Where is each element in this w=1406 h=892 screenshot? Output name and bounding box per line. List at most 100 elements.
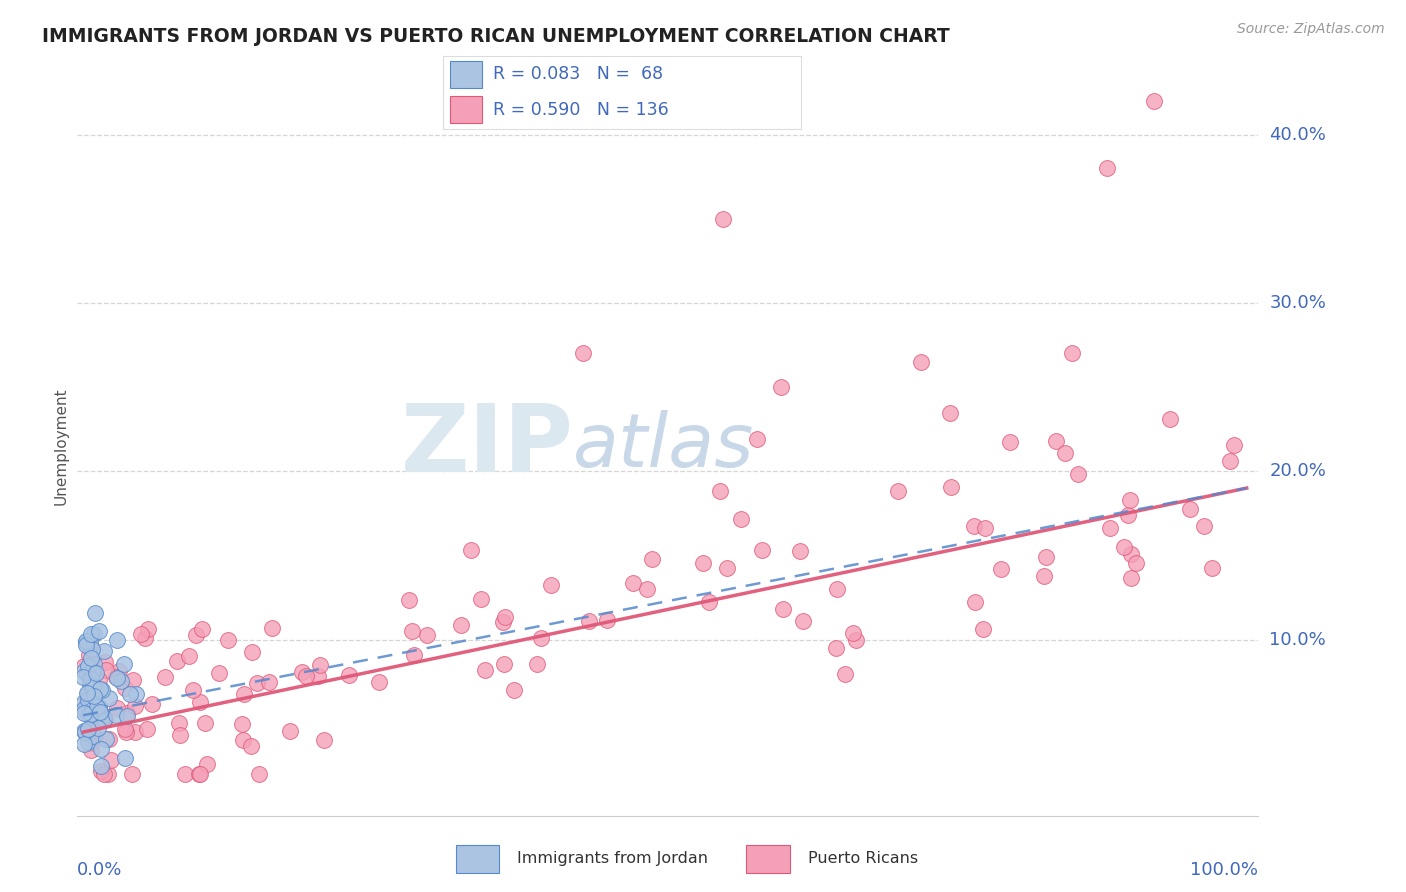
Puerto Ricans [963, 594, 986, 608]
Puerto Ricans [240, 739, 263, 753]
Puerto Ricans [167, 715, 190, 730]
Puerto Ricans [416, 628, 439, 642]
Bar [450, 95, 482, 123]
Puerto Ricans [104, 670, 127, 684]
Immigrants from Jordan [91, 682, 114, 697]
Immigrants from Jordan [75, 634, 97, 648]
Puerto Ricans [75, 705, 97, 719]
Puerto Ricans [747, 432, 769, 446]
Immigrants from Jordan [94, 731, 117, 746]
Puerto Ricans [1035, 549, 1057, 564]
Text: R = 0.590   N = 136: R = 0.590 N = 136 [494, 101, 669, 119]
Puerto Ricans [257, 674, 280, 689]
Puerto Ricans [134, 631, 156, 645]
Immigrants from Jordan [90, 759, 112, 773]
Immigrants from Jordan [79, 690, 101, 705]
Puerto Ricans [177, 648, 200, 663]
Puerto Ricans [295, 669, 318, 683]
Puerto Ricans [963, 519, 986, 533]
Puerto Ricans [129, 626, 152, 640]
Immigrants from Jordan [83, 657, 105, 671]
Immigrants from Jordan [84, 697, 107, 711]
Immigrants from Jordan [84, 665, 107, 680]
Bar [456, 845, 499, 872]
Puerto Ricans [141, 698, 163, 712]
Puerto Ricans [492, 615, 515, 629]
Puerto Ricans [195, 756, 218, 771]
Puerto Ricans [1095, 161, 1118, 176]
Puerto Ricans [124, 698, 146, 713]
Immigrants from Jordan [82, 665, 104, 679]
Puerto Ricans [262, 620, 284, 634]
Puerto Ricans [124, 724, 146, 739]
Puerto Ricans [402, 648, 425, 663]
Immigrants from Jordan [79, 673, 101, 687]
Immigrants from Jordan [75, 638, 97, 652]
Immigrants from Jordan [79, 670, 101, 684]
Immigrants from Jordan [125, 687, 148, 701]
Puerto Ricans [107, 664, 129, 678]
Puerto Ricans [100, 753, 122, 767]
Immigrants from Jordan [80, 703, 103, 717]
Puerto Ricans [247, 767, 270, 781]
Puerto Ricans [1219, 454, 1241, 468]
Puerto Ricans [240, 645, 263, 659]
Puerto Ricans [77, 648, 100, 662]
Puerto Ricans [291, 665, 314, 679]
Immigrants from Jordan [89, 682, 111, 697]
Puerto Ricans [208, 666, 231, 681]
Puerto Ricans [114, 722, 136, 736]
Puerto Ricans [93, 655, 115, 669]
Text: 10.0%: 10.0% [1270, 631, 1326, 648]
Text: R = 0.083   N =  68: R = 0.083 N = 68 [494, 65, 664, 84]
Immigrants from Jordan [77, 722, 100, 736]
Immigrants from Jordan [105, 671, 128, 685]
Immigrants from Jordan [72, 670, 94, 684]
Immigrants from Jordan [82, 697, 104, 711]
Puerto Ricans [184, 628, 207, 642]
Immigrants from Jordan [83, 689, 105, 703]
Puerto Ricans [941, 480, 963, 494]
Puerto Ricans [825, 582, 848, 597]
Puerto Ricans [121, 767, 143, 781]
Immigrants from Jordan [76, 735, 98, 749]
Immigrants from Jordan [87, 700, 110, 714]
Puerto Ricans [621, 576, 644, 591]
Puerto Ricans [188, 695, 211, 709]
Puerto Ricans [83, 717, 105, 731]
Puerto Ricans [1143, 94, 1166, 108]
Puerto Ricans [73, 725, 96, 739]
Immigrants from Jordan [73, 706, 96, 720]
Puerto Ricans [188, 767, 211, 781]
Immigrants from Jordan [89, 705, 111, 719]
Puerto Ricans [972, 622, 994, 636]
Puerto Ricans [711, 211, 734, 226]
Text: Source: ZipAtlas.com: Source: ZipAtlas.com [1237, 22, 1385, 37]
Puerto Ricans [79, 743, 101, 757]
Puerto Ricans [1066, 467, 1088, 481]
Puerto Ricans [87, 700, 110, 714]
Puerto Ricans [834, 666, 856, 681]
Text: 40.0%: 40.0% [1270, 126, 1326, 144]
Puerto Ricans [1045, 434, 1067, 448]
Immigrants from Jordan [76, 635, 98, 649]
Puerto Ricans [82, 642, 104, 657]
Puerto Ricans [308, 658, 330, 673]
Puerto Ricans [280, 724, 302, 739]
Immigrants from Jordan [82, 679, 104, 693]
Puerto Ricans [1112, 540, 1135, 554]
Puerto Ricans [998, 434, 1021, 449]
Puerto Ricans [115, 725, 138, 739]
Immigrants from Jordan [80, 675, 103, 690]
Puerto Ricans [460, 542, 482, 557]
Immigrants from Jordan [80, 704, 103, 718]
Immigrants from Jordan [93, 644, 115, 658]
Puerto Ricans [1116, 508, 1139, 522]
Puerto Ricans [973, 520, 995, 534]
Puerto Ricans [990, 561, 1012, 575]
Puerto Ricans [87, 673, 110, 687]
Puerto Ricans [312, 732, 335, 747]
Puerto Ricans [789, 544, 811, 558]
Immigrants from Jordan [105, 707, 128, 722]
Immigrants from Jordan [91, 710, 114, 724]
